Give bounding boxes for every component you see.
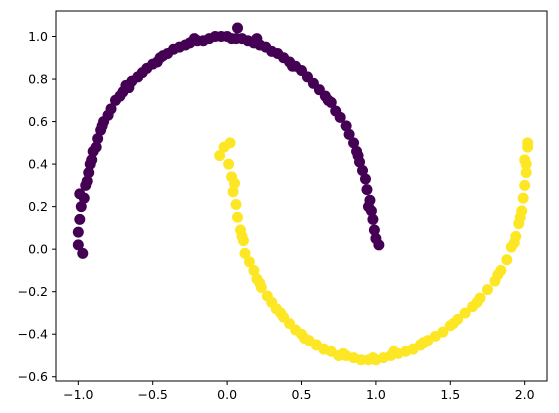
scatter-point: [437, 326, 449, 338]
scatter-point: [343, 128, 355, 140]
scatter-point: [373, 239, 385, 251]
scatter-point: [337, 347, 349, 359]
scatter-point: [230, 199, 242, 211]
scatter-point: [83, 167, 95, 179]
x-tick-label: 0.0: [217, 387, 237, 402]
scatter-point: [154, 52, 166, 64]
y-tick-label: −0.6: [18, 369, 48, 384]
scatter-point: [517, 192, 529, 204]
scatter-point: [362, 201, 374, 213]
y-tick-label: −0.2: [18, 284, 48, 299]
scatter-point: [232, 22, 244, 34]
scatter-point: [514, 211, 526, 223]
scatter-point: [348, 137, 360, 149]
scatter-point: [224, 137, 236, 149]
y-tick-label: 0.2: [28, 199, 48, 214]
x-tick-label: −0.5: [138, 387, 168, 402]
scatter-point: [90, 141, 102, 153]
x-tick-label: 1.0: [366, 387, 386, 402]
scatter-point: [105, 103, 117, 115]
y-tick-label: −0.4: [18, 327, 48, 342]
scatter-point: [72, 239, 84, 251]
y-tick-label: 0.4: [28, 157, 48, 172]
x-tick-label: 0.5: [292, 387, 312, 402]
scatter-point: [367, 352, 379, 364]
scatter-point: [243, 256, 255, 268]
scatter-point: [447, 318, 459, 330]
scatter-point: [223, 158, 235, 170]
scatter-point: [77, 247, 89, 259]
scatter-point: [72, 226, 84, 238]
scatter-point: [481, 284, 493, 296]
scatter-point: [471, 296, 483, 308]
scatter-point: [298, 332, 310, 344]
scatter-point: [361, 184, 373, 196]
scatter-point: [501, 254, 513, 266]
scatter-point: [229, 177, 241, 189]
x-axis: −1.0 −0.5 0.0 0.5 1.0 1.5 2.0: [63, 381, 535, 402]
scatter-point: [188, 33, 200, 45]
y-tick-label: 0.6: [28, 114, 48, 129]
scatter-point: [367, 213, 379, 225]
y-axis: −0.6 −0.4 −0.2 0.0 0.2 0.4 0.6 0.8 1.0: [18, 29, 56, 384]
scatter-point: [520, 167, 532, 179]
scatter-point: [275, 307, 287, 319]
scatter-point: [236, 230, 248, 242]
scatter-point: [232, 211, 244, 223]
scatter-point: [239, 247, 251, 259]
scatter-point: [92, 133, 104, 145]
scatter-point: [388, 345, 400, 357]
scatter-point: [120, 79, 132, 91]
scatter-point: [322, 94, 334, 106]
scatter-point: [522, 137, 534, 149]
scatter-point: [508, 237, 520, 249]
scatter-point: [340, 120, 352, 132]
scatter-point: [81, 175, 93, 187]
scatter-point: [254, 277, 266, 289]
scatter-point: [96, 120, 108, 132]
x-tick-label: 1.5: [440, 387, 460, 402]
scatter-point: [74, 213, 86, 225]
scatter-point: [78, 192, 90, 204]
scatter-point: [359, 173, 371, 185]
y-tick-label: 1.0: [28, 29, 48, 44]
scatter-point: [214, 150, 226, 162]
scatter-point: [248, 264, 260, 276]
scatter-point: [227, 186, 239, 198]
y-tick-label: 0.8: [28, 72, 48, 87]
scatter-point: [357, 164, 369, 176]
scatter-point: [368, 224, 380, 236]
points-layer: [72, 22, 534, 366]
scatter-point: [352, 150, 364, 162]
scatter-point: [334, 111, 346, 123]
scatter-point: [251, 33, 263, 45]
scatter-point: [287, 60, 299, 72]
scatter-point: [84, 158, 96, 170]
scatter-point: [519, 179, 531, 191]
scatter-point: [75, 201, 87, 213]
scatter-point: [459, 307, 471, 319]
y-tick-label: 0.0: [28, 242, 48, 257]
x-tick-label: −1.0: [63, 387, 93, 402]
x-tick-label: 2.0: [515, 387, 535, 402]
scatter-point: [418, 337, 430, 349]
scatter-point: [492, 269, 504, 281]
scatter-point: [520, 158, 532, 170]
